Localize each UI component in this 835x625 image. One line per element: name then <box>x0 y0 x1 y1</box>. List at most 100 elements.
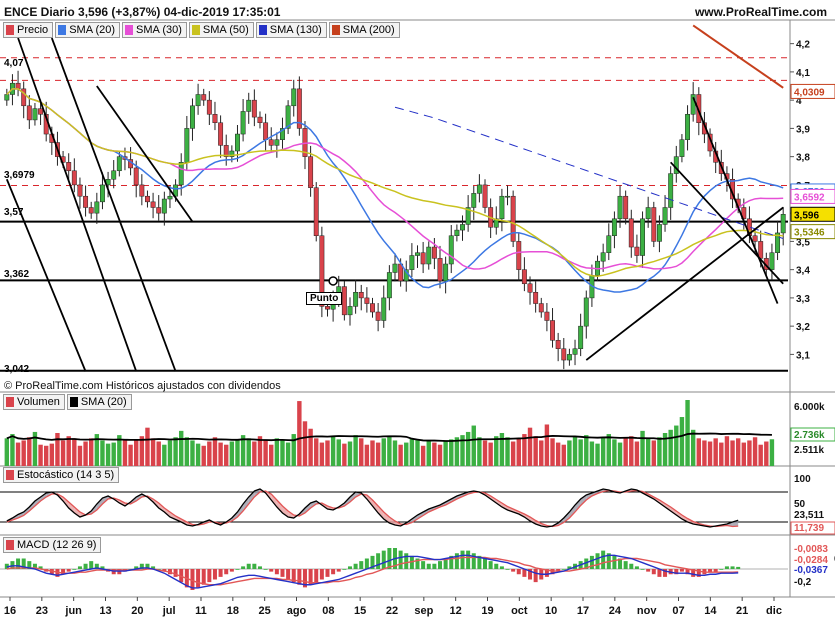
site-name[interactable]: www.ProRealTime.com <box>694 5 827 19</box>
last-price-tag-bg <box>790 206 835 222</box>
candle-body <box>572 348 578 355</box>
trendline <box>692 96 779 304</box>
macd-hist-bar <box>567 566 572 569</box>
candle-body <box>364 297 370 304</box>
volume-bar <box>94 434 100 466</box>
candle-body <box>375 311 381 321</box>
candle-body <box>409 255 415 270</box>
volume-bar <box>229 441 235 466</box>
volume-bar <box>342 443 347 466</box>
candle-body <box>66 162 72 172</box>
volume-bar <box>330 436 336 466</box>
volume-bar <box>347 441 353 466</box>
macd-hist-bar <box>235 569 240 570</box>
macd-hist-bar <box>516 569 521 575</box>
stoch-fill <box>243 497 249 511</box>
credit-text: © ProRealTime.com Históricos ajustados c… <box>4 380 281 392</box>
candle-body <box>555 340 561 349</box>
macd-hist-bar <box>10 561 15 569</box>
macd-hist-bar <box>263 569 268 570</box>
macd-line <box>6 554 739 589</box>
price-legend-item[interactable]: SMA (130) <box>255 22 327 38</box>
volume-legend-item[interactable]: SMA (20) <box>66 394 132 410</box>
stoch-fill <box>569 505 576 518</box>
price-legend: Precio SMA (20) SMA (30) SMA (50) SMA (130) S… <box>3 22 402 38</box>
macd-hist-bar <box>426 563 431 569</box>
stoch-fill <box>29 501 35 511</box>
candle-body <box>150 201 156 208</box>
volume-bar <box>600 437 606 466</box>
volume-bar <box>134 440 139 466</box>
volume-bar <box>758 444 763 466</box>
candle-body <box>527 283 533 293</box>
candle-body <box>167 195 173 200</box>
sma50-value-tag: 3,5346 <box>794 228 825 239</box>
price-legend-item[interactable]: SMA (200) <box>328 22 400 38</box>
candle-body <box>32 108 38 121</box>
candle-body <box>100 184 105 203</box>
x-tick-label: 15 <box>354 605 366 617</box>
legend-swatch <box>6 470 14 480</box>
candle-body <box>696 94 702 123</box>
price-legend-item[interactable]: Precio <box>3 22 54 38</box>
volume-bar <box>578 439 583 466</box>
price-legend-item[interactable]: SMA (50) <box>188 22 254 38</box>
stoch-fill <box>237 504 244 517</box>
volume-bar <box>269 444 274 466</box>
candle-body <box>465 207 471 225</box>
y-tick-label: 4,2 <box>796 40 810 51</box>
volume-bar <box>60 440 66 466</box>
volume-bar <box>471 425 476 466</box>
macd-hist-bar <box>27 561 32 569</box>
candle-body <box>190 105 195 129</box>
candle-body <box>510 195 516 242</box>
legend-swatch <box>69 397 78 407</box>
volume-bar <box>224 444 229 466</box>
candle-body <box>583 297 589 327</box>
macd-hist-bar <box>415 558 420 569</box>
y-tick-label: 4,1 <box>796 68 810 79</box>
macd-hist-bar <box>83 563 88 569</box>
volume-bar <box>38 444 43 466</box>
volume-bar <box>218 442 223 466</box>
candle-body <box>505 195 510 198</box>
volume-legend-item[interactable]: Volumen <box>3 394 65 410</box>
price-legend-item[interactable]: SMA (20) <box>55 22 121 38</box>
volume-bar <box>100 440 105 466</box>
stoch-fill <box>23 507 30 516</box>
macd-hist-bar <box>601 550 606 569</box>
candle-body <box>431 246 437 259</box>
candle-body <box>634 246 640 256</box>
volume-bar <box>510 441 516 466</box>
macd-hist-bar <box>308 569 313 585</box>
y-tick-label: 3,9 <box>796 124 810 135</box>
volume-bar <box>629 436 634 466</box>
candle-body <box>454 229 460 237</box>
candle-body <box>668 173 674 208</box>
stoch-legend-item[interactable]: Estocástico (14 3 5) <box>3 467 120 483</box>
stoch-fill <box>378 506 384 519</box>
candle-body <box>280 128 285 140</box>
macd-legend-item[interactable]: MACD (12 26 9) <box>3 537 102 553</box>
macd-hist-bar <box>438 561 443 569</box>
candle-body <box>370 303 375 313</box>
price-legend-item[interactable]: SMA (30) <box>122 22 187 38</box>
stoch-fill <box>580 495 587 506</box>
volume-bar <box>499 433 505 466</box>
volume-bar <box>207 441 212 466</box>
macd-hist-bar <box>449 555 454 569</box>
stoch-fill <box>530 517 536 524</box>
macd-hist-bar <box>196 569 201 588</box>
volume-bar <box>190 440 195 466</box>
x-tick-label: dic <box>766 605 782 617</box>
macd-hist-bar <box>522 569 527 577</box>
x-tick-label: 07 <box>672 605 684 617</box>
y-tick-label: 4 <box>796 96 802 107</box>
macd-hist-bar <box>319 569 324 580</box>
volume-bar <box>702 440 707 466</box>
macd-hist-bar <box>179 569 184 583</box>
macd-hist-bar <box>691 569 696 577</box>
volume-bar <box>449 439 454 466</box>
stoch-fill <box>18 512 24 518</box>
volume-bar <box>443 441 448 466</box>
